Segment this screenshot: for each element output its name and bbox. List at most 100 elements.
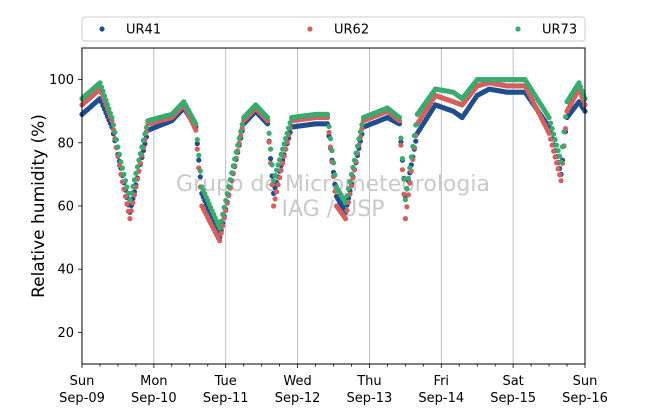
legend: UR41 UR62 UR73 (81, 16, 586, 42)
data-point (196, 152, 202, 158)
data-point (133, 170, 139, 176)
data-point (136, 157, 142, 163)
data-point (115, 144, 121, 150)
y-tick-label: 60 (57, 200, 74, 215)
data-point (356, 136, 362, 142)
data-point (137, 151, 143, 157)
data-point (404, 204, 410, 210)
data-point (266, 130, 272, 136)
data-point (546, 130, 552, 136)
data-point (127, 216, 133, 222)
data-point (193, 121, 199, 127)
data-point (275, 182, 281, 188)
data-point (221, 204, 227, 210)
data-point (411, 133, 417, 139)
data-point (239, 121, 245, 127)
data-point (402, 197, 408, 203)
x-tick-label-day: Sat (502, 374, 523, 389)
x-tick-label-day: Thu (356, 374, 381, 389)
data-points (79, 77, 588, 244)
x-tick-label-day: Mon (140, 374, 167, 389)
legend-label: UR62 (334, 23, 369, 38)
data-point (217, 225, 223, 231)
plot-area (82, 48, 585, 364)
data-point (128, 190, 134, 196)
data-point (193, 127, 199, 133)
data-point (407, 180, 413, 186)
data-point (122, 178, 128, 184)
data-point (401, 176, 407, 182)
data-point (100, 88, 106, 94)
data-point (268, 146, 274, 152)
data-point (562, 114, 569, 120)
data-point (345, 186, 352, 192)
y-tick-label: 40 (57, 263, 74, 278)
data-point (116, 151, 122, 157)
y-tick-label: 20 (57, 326, 74, 341)
data-point (351, 157, 358, 163)
data-point (274, 167, 280, 173)
data-point (278, 167, 284, 173)
y-axis: 20 40 60 80 100 (49, 73, 82, 341)
data-point (330, 160, 337, 166)
data-point (269, 182, 275, 188)
data-point (196, 157, 202, 163)
watermark-line-2: IAG / USP (282, 197, 385, 222)
data-point (127, 197, 133, 203)
data-point (344, 193, 350, 199)
data-point (344, 207, 350, 214)
legend-marker (99, 26, 105, 32)
x-tick-label-date: Sep-13 (347, 391, 393, 406)
data-point (396, 114, 402, 121)
data-point (577, 84, 584, 90)
data-point (350, 164, 356, 170)
data-point (269, 162, 275, 168)
data-point (549, 142, 555, 148)
data-point (329, 148, 335, 154)
data-point (552, 154, 558, 160)
data-point (398, 142, 404, 148)
data-point (342, 200, 349, 206)
data-point (97, 80, 103, 86)
data-point (124, 201, 130, 207)
data-point (226, 184, 232, 190)
data-point (280, 146, 286, 152)
data-point (229, 170, 235, 176)
data-point (353, 150, 359, 156)
data-point (124, 184, 130, 190)
data-point (277, 175, 283, 181)
data-point (342, 216, 349, 222)
data-point (401, 191, 407, 197)
data-point (413, 122, 419, 128)
data-point (280, 160, 286, 166)
data-point (109, 114, 115, 121)
data-point (324, 111, 331, 117)
x-tick-label-day: Sun (70, 374, 95, 389)
data-point (106, 106, 112, 112)
legend-label: UR41 (126, 23, 161, 38)
data-point (576, 80, 582, 86)
data-point (134, 164, 140, 170)
legend-box (81, 16, 586, 42)
data-point (404, 186, 410, 192)
data-point (235, 142, 241, 148)
data-point (274, 189, 280, 195)
data-point (101, 93, 108, 99)
data-point (579, 88, 585, 94)
legend-label: UR73 (542, 23, 577, 38)
data-point (265, 114, 271, 121)
series-UR73 (79, 77, 588, 231)
data-point (197, 174, 203, 180)
data-point (197, 168, 203, 174)
data-point (128, 208, 134, 214)
data-point (549, 126, 555, 132)
data-point (555, 148, 561, 154)
data-point (284, 130, 290, 136)
x-tick-label-date: Sep-16 (562, 391, 608, 406)
data-point (194, 137, 200, 143)
data-point (552, 137, 558, 143)
data-point (407, 165, 413, 171)
data-point (277, 157, 283, 163)
data-point (140, 137, 146, 143)
